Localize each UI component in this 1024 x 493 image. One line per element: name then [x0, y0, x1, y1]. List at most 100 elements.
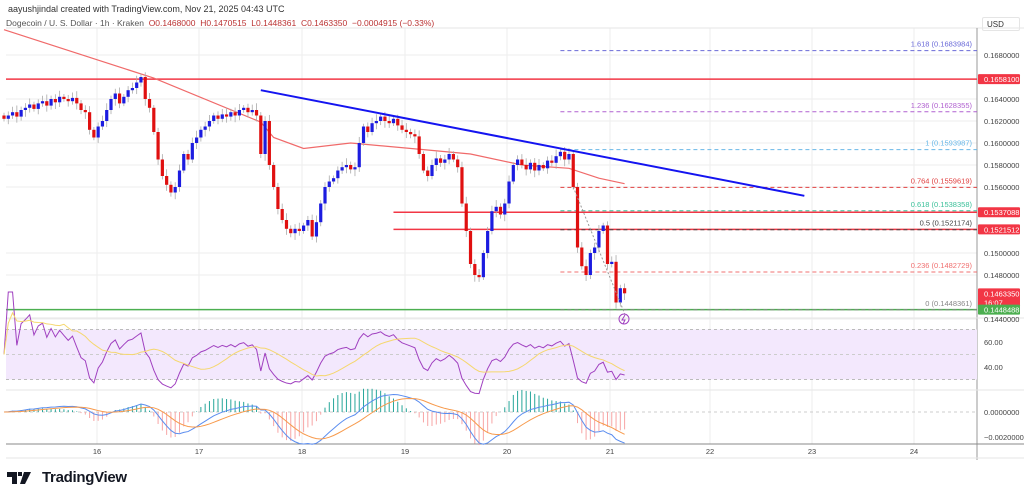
- candle-body: [58, 96, 62, 103]
- candle-body: [147, 99, 152, 108]
- macd-axis-label: −0.0020000: [984, 433, 1024, 442]
- time-axis-label: 16: [93, 447, 101, 456]
- candle-body: [593, 247, 597, 253]
- fib-level-label: 1 (0.1593987): [925, 139, 972, 148]
- tradingview-logo[interactable]: TradingView: [7, 469, 127, 486]
- candle-body: [199, 129, 203, 138]
- rsi-axis-label: 60.00: [984, 338, 1003, 347]
- candle-body: [473, 264, 477, 275]
- candle-body: [597, 231, 601, 248]
- candle-body: [370, 123, 374, 132]
- time-axis-label: 23: [808, 447, 816, 456]
- price-badge: [978, 304, 1020, 315]
- candle-body: [421, 154, 426, 171]
- price-axis-label: 0.1680000: [984, 51, 1019, 60]
- candle-body: [460, 167, 464, 204]
- open-value: O0.1468000: [148, 18, 196, 28]
- candle-body: [62, 96, 66, 99]
- candle-body: [203, 126, 207, 130]
- candle-body: [426, 170, 430, 176]
- candle-body: [272, 165, 276, 187]
- brand-name: TradingView: [42, 469, 127, 486]
- candle-body: [306, 220, 310, 226]
- price-axis-label: 0.1440000: [984, 315, 1019, 324]
- time-axis-label: 24: [910, 447, 918, 456]
- candle-body: [430, 165, 434, 176]
- candle-body: [224, 114, 229, 117]
- candle-body: [409, 132, 413, 135]
- candle-body: [23, 107, 27, 110]
- time-axis-label: 18: [298, 447, 306, 456]
- change-value: −0.0004915 (−0.33%): [352, 18, 435, 28]
- time-axis-label: 17: [195, 447, 203, 456]
- candle-body: [182, 154, 186, 171]
- symbol-legend: Dogecoin / U. S. Dollar · 1h · Kraken O0…: [6, 18, 434, 28]
- lightning-icon: [618, 313, 630, 325]
- candle-body: [207, 121, 212, 127]
- candle-body: [443, 159, 447, 163]
- fib-level-label: 0.618 (0.1538358): [911, 200, 973, 209]
- candle-body: [400, 125, 404, 130]
- candle-body: [537, 165, 541, 171]
- candle-body: [327, 181, 331, 187]
- candle-body: [528, 162, 533, 170]
- candle-body: [391, 118, 396, 124]
- candle-body: [92, 129, 96, 138]
- candle-body: [263, 121, 267, 154]
- candle-body: [173, 187, 177, 193]
- candle-body: [32, 104, 36, 109]
- candle-body: [53, 99, 57, 103]
- time-axis-label: 21: [606, 447, 614, 456]
- candle-body: [494, 206, 498, 212]
- price-badge-label: 0.1463350: [984, 289, 1019, 298]
- candle-body: [477, 275, 481, 278]
- candle-body: [567, 154, 571, 160]
- candle-body: [237, 110, 241, 116]
- candle-body: [486, 231, 490, 253]
- candle-body: [451, 154, 455, 160]
- candle-body: [434, 158, 438, 165]
- candle-body: [571, 154, 575, 187]
- candle-body: [130, 88, 134, 91]
- candle-body: [280, 209, 284, 220]
- price-badge: [978, 224, 1020, 235]
- price-axis-label: 0.1500000: [984, 249, 1019, 258]
- candle-body: [507, 181, 511, 204]
- candle-body: [498, 206, 503, 215]
- candle-body: [212, 115, 216, 121]
- candle-body: [323, 187, 327, 204]
- candle-body: [558, 151, 562, 157]
- projection-line: [572, 186, 626, 314]
- candle-body: [242, 107, 246, 110]
- candle-body: [246, 107, 250, 113]
- candle-body: [383, 116, 387, 121]
- candle-body: [15, 112, 19, 117]
- candle-body: [143, 77, 147, 99]
- candle-body: [45, 101, 49, 106]
- candle-body: [554, 156, 558, 163]
- candle-body: [387, 121, 391, 124]
- symbol-name[interactable]: Dogecoin / U. S. Dollar · 1h · Kraken: [6, 18, 144, 28]
- candle-body: [70, 97, 75, 102]
- fib-level-label: 0.5 (0.1521174): [920, 219, 973, 228]
- candle-body: [229, 112, 233, 117]
- signal-line: [3, 397, 625, 440]
- candle-body: [216, 115, 220, 119]
- low-value: L0.1448361: [251, 18, 297, 28]
- candle-body: [139, 77, 143, 83]
- candle-body: [511, 165, 515, 182]
- candle-body: [289, 228, 293, 234]
- candle-body: [117, 93, 122, 104]
- rsi-line: [3, 291, 625, 395]
- price-badge: [978, 207, 1020, 218]
- candle-body: [302, 225, 306, 231]
- lightning-bolt: [621, 314, 626, 325]
- fib-level-label: 1.618 (0.1683984): [911, 40, 973, 49]
- candle-body: [165, 176, 169, 185]
- candle-body: [349, 165, 353, 170]
- candle-body: [293, 228, 297, 234]
- candle-body: [40, 101, 45, 104]
- candle-body: [6, 115, 10, 119]
- tradingview-logo-icon: [7, 471, 31, 484]
